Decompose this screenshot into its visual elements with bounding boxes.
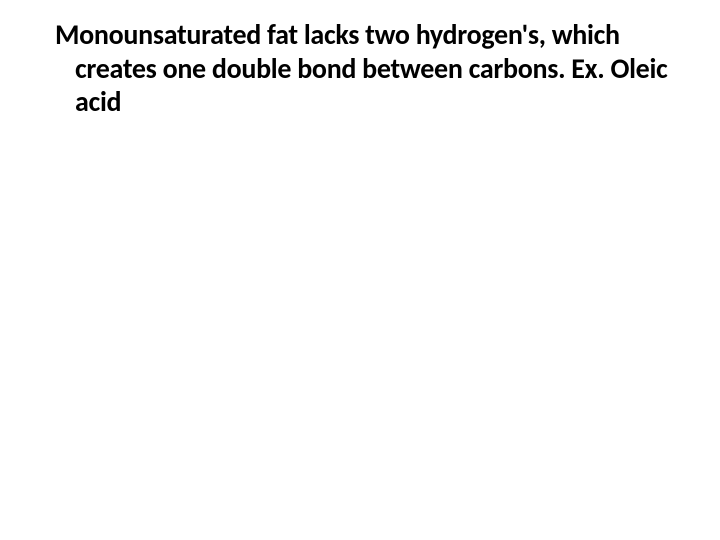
slide-container: Monounsaturated fat lacks two hydrogen's… (0, 0, 720, 540)
slide-text: Monounsaturated fat lacks two hydrogen's… (55, 18, 690, 119)
